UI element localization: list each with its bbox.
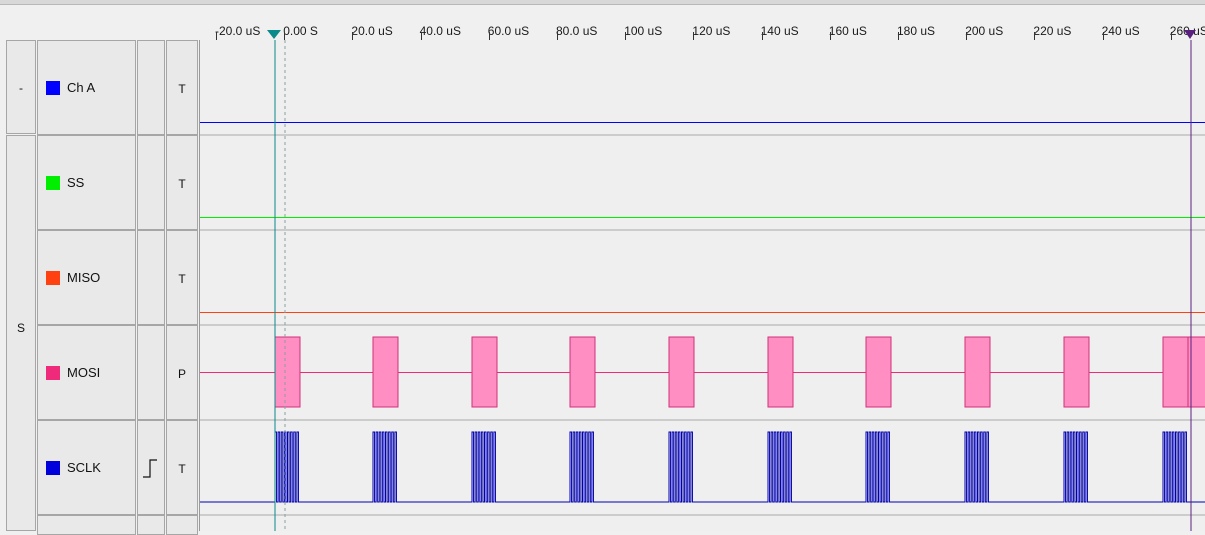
rising-edge-icon[interactable] (138, 421, 164, 514)
mosi-packet[interactable] (1063, 336, 1090, 408)
channel-mode-label: P (177, 367, 186, 381)
ruler-tick (352, 32, 354, 40)
channel-row-ss[interactable]: SS (37, 135, 136, 230)
mosi-packet[interactable] (668, 336, 695, 408)
ruler-tick-label: 80.0 uS (556, 24, 598, 38)
mosi-packet[interactable] (767, 336, 794, 408)
ruler-tick-label: 0.00 S (283, 24, 318, 38)
mosi-packet[interactable] (569, 336, 596, 408)
ruler-tick-label: 180 uS (897, 24, 936, 38)
mode-cell[interactable]: T (166, 230, 198, 325)
trigger-cell[interactable] (137, 135, 165, 230)
mode-cell[interactable]: P (166, 325, 198, 420)
channel-name: MISO (67, 270, 101, 285)
waveform-area[interactable] (199, 40, 1205, 531)
ruler-tick (693, 32, 695, 40)
channel-mode-label: T (178, 82, 186, 96)
ruler-tick (1102, 32, 1104, 40)
ruler-tick (829, 32, 831, 40)
waveform-canvas[interactable] (200, 40, 1205, 531)
channel-row-miso[interactable]: MISO (37, 230, 136, 325)
channel-row-cha[interactable]: Ch A (37, 40, 136, 135)
mosi-packet[interactable] (1162, 336, 1189, 408)
group-label: - (19, 81, 23, 95)
channel-row-mosi[interactable]: MOSI (37, 325, 136, 420)
channel-color-swatch[interactable] (46, 81, 60, 95)
channel-name: MOSI (67, 365, 101, 380)
trigger-cell[interactable] (137, 325, 165, 420)
cursor-marker-icon[interactable] (1184, 30, 1196, 39)
time-ruler[interactable]: -20.0 uS 0.00 S 20.0 uS 40.0 uS 60.0 uS 80.0 … (199, 5, 1205, 40)
ruler-tick (966, 32, 968, 40)
ruler-tick (1034, 32, 1036, 40)
trigger-marker-icon[interactable] (267, 30, 281, 39)
mode-cell[interactable]: T (166, 420, 198, 515)
mode-cell[interactable] (166, 515, 198, 535)
mosi-packet[interactable] (964, 336, 991, 408)
channel-mode-label: T (178, 177, 186, 191)
group-cell-ungrouped[interactable]: - (6, 40, 36, 134)
ruler-tick (216, 32, 217, 40)
trigger-cell[interactable] (137, 40, 165, 135)
mosi-packet[interactable] (372, 336, 399, 408)
channel-color-swatch[interactable] (46, 271, 60, 285)
group-cell-spi[interactable]: S (6, 135, 36, 531)
ruler-tick (488, 32, 490, 40)
trigger-cell[interactable] (137, 230, 165, 325)
ruler-tick-label: 20.0 uS (351, 24, 393, 38)
ruler-tick-label: -20.0 uS (215, 24, 261, 38)
ruler-tick (284, 32, 286, 40)
mosi-packet[interactable] (1187, 336, 1205, 408)
trigger-cell[interactable] (137, 515, 165, 535)
ruler-tick (557, 32, 558, 40)
channel-mode-label: T (178, 462, 186, 476)
channel-color-swatch[interactable] (46, 461, 60, 475)
ruler-tick-label: 160 uS (828, 24, 867, 38)
ruler-tick (420, 32, 422, 40)
ruler-markers (267, 30, 1196, 39)
channel-name: Ch A (67, 80, 96, 95)
channel-color-swatch[interactable] (46, 176, 60, 190)
ruler-tick (898, 32, 899, 40)
trigger-cell[interactable] (137, 420, 165, 515)
ruler-tick-label: 220 uS (1033, 24, 1072, 38)
channel-name: SCLK (67, 460, 101, 475)
sclk-trace (200, 431, 1205, 503)
mode-cell[interactable]: T (166, 40, 198, 135)
ruler-tick (761, 32, 763, 40)
ruler-tick (1170, 32, 1172, 40)
channel-color-swatch[interactable] (46, 366, 60, 380)
ruler-tick-label: 200 uS (965, 24, 1004, 38)
channel-row-sclk[interactable]: SCLK (37, 420, 136, 515)
channel-name: SS (67, 175, 85, 190)
toolbar-edge (0, 0, 1205, 5)
ruler-tick (625, 32, 627, 40)
channel-mode-label: T (178, 272, 186, 286)
mosi-packet[interactable] (471, 336, 498, 408)
group-label: S (16, 321, 25, 335)
ruler-tick-label: 240 uS (1101, 24, 1140, 38)
ruler-tick-label: 40.0 uS (419, 24, 461, 38)
channel-row-next[interactable] (37, 515, 136, 535)
mode-cell[interactable]: T (166, 135, 198, 230)
mosi-packet[interactable] (274, 336, 301, 408)
ruler-tick-label: 100 uS (624, 24, 663, 38)
ruler-tick-label: 60.0 uS (487, 24, 530, 38)
mosi-packet[interactable] (865, 336, 892, 408)
ruler-tick-label: 120 uS (692, 24, 731, 38)
ruler-tick-label: 140 uS (760, 24, 799, 38)
channel-panel: - S Ch A SS MISO MOSI SCLK T T T (0, 40, 199, 535)
